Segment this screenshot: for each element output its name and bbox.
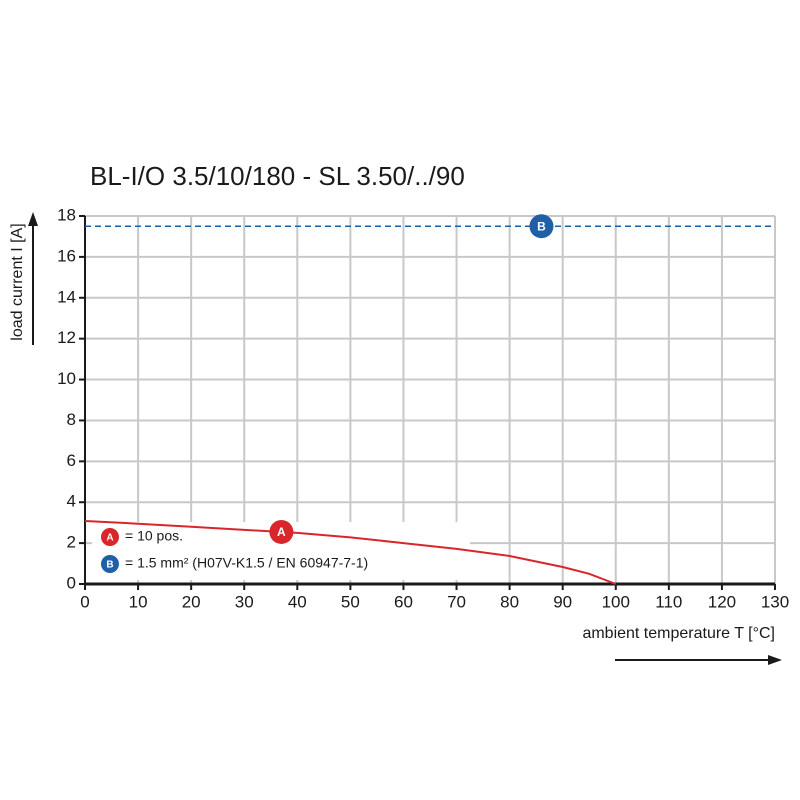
x-tick-label: 50 — [341, 592, 360, 611]
marker-label: A — [106, 533, 113, 544]
x-tick-label: 40 — [288, 592, 307, 611]
legend-text: = 10 pos. — [125, 528, 183, 544]
y-tick-label: 0 — [67, 573, 76, 592]
x-tick-label: 80 — [500, 592, 519, 611]
y-tick-label: 18 — [57, 205, 76, 224]
y-tick-label: 10 — [57, 369, 76, 388]
y-tick-label: 2 — [67, 533, 76, 552]
x-tick-label: 90 — [553, 592, 572, 611]
x-tick-label: 70 — [447, 592, 466, 611]
x-tick-label: 130 — [761, 592, 789, 611]
x-tick-label: 30 — [235, 592, 254, 611]
marker-badge — [101, 555, 119, 573]
marker-label: A — [277, 525, 286, 539]
y-arrow-head — [28, 212, 38, 226]
x-tick-label: 60 — [394, 592, 413, 611]
x-tick-label: 120 — [708, 592, 736, 611]
marker-badge — [269, 519, 294, 544]
series-line — [84, 520, 617, 585]
y-tick-label: 6 — [67, 451, 76, 470]
x-axis-label: ambient temperature T [°C] — [582, 625, 775, 642]
y-tick-label: 8 — [67, 410, 76, 429]
x-tick-label: 110 — [655, 592, 682, 611]
y-tick-label: 14 — [57, 287, 76, 306]
x-arrow-head — [768, 655, 782, 665]
x-tick-label: 20 — [182, 592, 201, 611]
y-tick-label: 12 — [57, 328, 76, 347]
y-axis-label: load current I [A] — [9, 223, 26, 340]
marker-label: B — [106, 560, 113, 571]
chart-title: BL-I/O 3.5/10/180 - SL 3.50/../90 — [90, 161, 465, 191]
legend-text: = 1.5 mm² (H07V-K1.5 / EN 60947-7-1) — [125, 555, 368, 571]
x-tick-label: 100 — [602, 592, 630, 611]
x-tick-label: 10 — [129, 592, 148, 611]
y-tick-label: 16 — [57, 246, 76, 265]
marker-badge — [529, 214, 554, 239]
x-tick-label: 0 — [80, 592, 89, 611]
marker-badge — [101, 528, 119, 546]
marker-label: B — [537, 219, 546, 233]
y-tick-label: 4 — [67, 492, 76, 511]
